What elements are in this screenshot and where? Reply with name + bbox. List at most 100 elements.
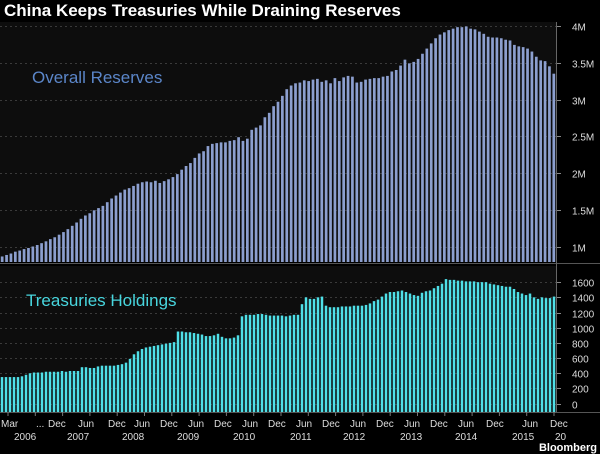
treasuries-bar — [456, 280, 460, 412]
reserves-bar — [132, 185, 135, 262]
treasuries-bar — [404, 292, 408, 412]
treasuries-bar — [96, 366, 100, 412]
treasuries-bar — [268, 315, 272, 412]
treasuries-bar — [88, 367, 92, 412]
reserves-bar — [13, 251, 17, 262]
treasuries-bar — [44, 371, 48, 412]
reserves-bar — [136, 183, 140, 262]
treasuries-bar — [336, 307, 340, 412]
treasuries-bar — [444, 279, 448, 412]
reserves-bar — [504, 39, 508, 262]
treasuries-bar — [252, 314, 256, 412]
x-year-label: 2015 — [512, 432, 535, 443]
reserves-bar — [215, 143, 219, 262]
treasuries-bar — [240, 316, 244, 412]
treasuries-bar — [536, 298, 540, 412]
treasuries-bar — [108, 365, 112, 412]
x-year-label: 2007 — [67, 432, 90, 443]
treasuries-bar — [308, 298, 312, 412]
treasuries-bar — [516, 292, 520, 412]
treasuries-bar — [124, 362, 128, 412]
treasuries-bar — [216, 333, 220, 412]
reserves-bar — [473, 29, 477, 262]
reserves-bar — [456, 27, 459, 263]
reserves-bar — [324, 80, 328, 262]
treasuries-tick-label: 1600 — [572, 279, 595, 290]
reserves-bar — [443, 32, 446, 263]
x-year-label: 2006 — [14, 432, 37, 443]
treasuries-series-label: Treasuries Holdings — [26, 291, 177, 310]
x-month-label: Dec — [430, 419, 448, 430]
treasuries-bar — [180, 331, 184, 412]
treasuries-bar — [352, 305, 356, 412]
treasuries-bar — [68, 370, 72, 412]
x-year-label: 2010 — [233, 432, 256, 443]
reserves-bar — [351, 76, 354, 263]
reserves-bar — [75, 222, 78, 262]
treasuries-bar — [304, 297, 308, 412]
reserves-bar — [53, 237, 57, 262]
treasuries-bar — [344, 306, 348, 412]
reserves-bar — [267, 112, 271, 262]
x-month-label: Dec — [550, 419, 568, 430]
treasuries-bar — [408, 293, 412, 412]
reserves-bar — [9, 253, 13, 262]
treasuries-bar — [480, 282, 484, 412]
reserves-bar — [407, 63, 411, 262]
reserves-bar — [281, 95, 284, 262]
reserves-tick-label: 1M — [572, 244, 586, 255]
reserves-bar — [110, 198, 113, 262]
treasuries-bar — [488, 283, 492, 412]
treasuries-bar — [492, 284, 496, 412]
treasuries-bar — [312, 298, 316, 412]
treasuries-bar — [100, 365, 104, 412]
reserves-bar — [162, 181, 166, 262]
treasuries-bar — [472, 281, 476, 412]
treasuries-tick-label: 400 — [572, 370, 589, 381]
treasuries-bar — [156, 345, 160, 412]
reserves-bar — [294, 83, 297, 262]
treasuries-bar — [372, 301, 376, 412]
treasuries-bar — [340, 306, 344, 412]
treasuries-bar — [452, 279, 456, 412]
reserves-bar — [425, 48, 429, 262]
reserves-tick-label: 1.5M — [572, 207, 594, 218]
treasuries-tick-label: 800 — [572, 340, 589, 351]
reserves-bar — [224, 142, 227, 262]
reserves-bar — [495, 37, 499, 263]
treasuries-bar — [64, 371, 68, 412]
x-month-label: Jun — [242, 419, 258, 430]
treasuries-bar — [280, 315, 284, 412]
reserves-bar — [526, 48, 529, 262]
chart-title: China Keeps Treasuries While Draining Re… — [4, 1, 401, 20]
reserves-bar — [88, 213, 92, 262]
treasuries-bar — [208, 336, 212, 412]
reserves-bar — [167, 179, 170, 262]
reserves-bar — [5, 254, 8, 262]
treasuries-bar — [356, 305, 360, 412]
treasuries-bar — [76, 370, 80, 412]
reserves-tick-label: 2M — [572, 170, 586, 181]
treasuries-bar — [168, 342, 172, 412]
reserves-bar — [250, 129, 254, 262]
treasuries-bar — [256, 314, 260, 412]
reserves-bar — [219, 142, 223, 262]
reserves-bar — [289, 85, 293, 262]
reserves-bar — [469, 28, 472, 263]
reserves-bar — [0, 256, 4, 262]
source-badge-background — [540, 440, 600, 454]
reserves-bar — [202, 151, 205, 262]
treasuries-bar — [496, 285, 500, 412]
reserves-bar — [263, 117, 267, 262]
reserves-bar — [206, 146, 210, 262]
reserves-bar — [346, 75, 350, 262]
treasuries-bar — [28, 373, 32, 412]
reserves-bar — [337, 81, 341, 262]
reserves-bar — [149, 182, 153, 262]
reserves-bar — [543, 61, 547, 262]
reserves-bar — [127, 188, 131, 262]
x-month-label: Jun — [404, 419, 420, 430]
treasuries-bar — [116, 364, 120, 412]
reserves-bar — [97, 208, 100, 262]
treasuries-bar — [152, 345, 156, 412]
